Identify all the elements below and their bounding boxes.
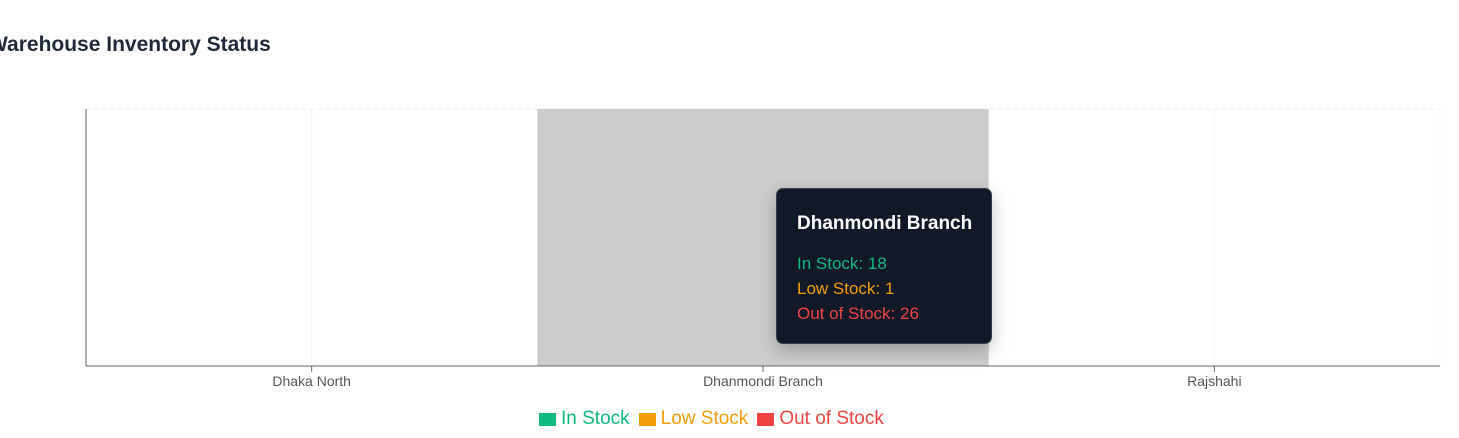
tooltip-title: Dhanmondi Branch <box>797 213 973 234</box>
x-tick-label-0: Dhaka North <box>272 373 351 389</box>
tick-layer: Dhaka North Dhanmondi Branch Rajshahi <box>272 366 1242 389</box>
tooltip-out-of-stock: Out of Stock: 26 <box>797 304 919 323</box>
legend-item-low-stock[interactable]: Low Stock <box>638 408 749 430</box>
tooltip-low-stock: Low Stock: 1 <box>797 279 895 298</box>
tooltip-in-stock: In Stock: 18 <box>797 254 887 273</box>
chart-title: Warehouse Inventory Status <box>0 33 271 56</box>
chart-tooltip: Dhanmondi Branch In Stock: 18 Low Stock:… <box>776 188 992 344</box>
legend-swatch-low-stock <box>638 412 656 426</box>
legend-label-low-stock: Low Stock <box>660 408 749 429</box>
legend-label-in-stock: In Stock <box>561 408 630 429</box>
legend-item-in-stock[interactable]: In Stock <box>539 408 630 430</box>
legend-label-out-of-stock: Out of Stock <box>779 408 884 429</box>
x-tick-label-2: Rajshahi <box>1187 373 1241 389</box>
legend-swatch-out-of-stock <box>757 412 775 426</box>
legend-swatch-in-stock <box>539 412 556 426</box>
x-tick-label-1: Dhanmondi Branch <box>703 373 823 389</box>
chart-legend: In Stock Low Stock Out of Stock <box>539 408 893 430</box>
legend-item-out-of-stock[interactable]: Out of Stock <box>757 408 884 430</box>
